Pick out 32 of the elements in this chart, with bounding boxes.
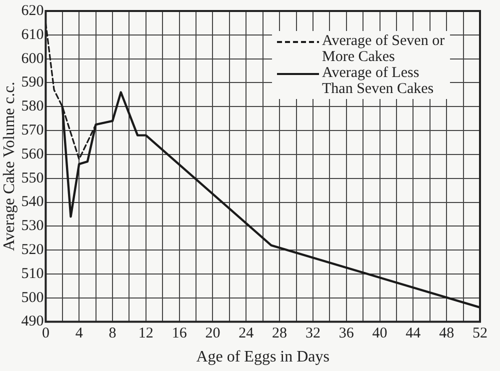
x-tick-label: 28 (272, 326, 288, 342)
x-tick-label: 4 (75, 326, 84, 342)
x-tick-label: 36 (338, 326, 354, 342)
x-tick-label: 32 (305, 326, 320, 342)
x-axis-title: Age of Eggs in Days (196, 348, 330, 366)
y-axis-title: Average Cake Volume c.c. (0, 82, 18, 252)
y-tick-label: 610 (21, 26, 44, 43)
x-tick-label: 48 (439, 326, 454, 342)
x-tick-label: 16 (172, 326, 188, 342)
y-tick-label: 570 (21, 122, 44, 138)
y-tick-label: 600 (21, 50, 44, 67)
y-tick-label: 530 (21, 218, 44, 234)
x-tick-label: 12 (138, 326, 154, 342)
x-tick-label: 24 (238, 326, 254, 342)
y-tick-label: 550 (21, 170, 44, 186)
y-tick-label: 490 (21, 314, 44, 330)
y-tick-label: 520 (21, 242, 44, 258)
x-tick-label: 52 (472, 326, 488, 342)
y-tick-label: 510 (21, 266, 44, 282)
y-tick-label: 540 (21, 194, 44, 210)
x-tick-label: 8 (108, 326, 116, 342)
y-tick-label: 500 (21, 290, 44, 306)
x-tick-label: 20 (205, 326, 220, 342)
y-tick-label: 620 (21, 2, 44, 19)
legend-label: Average of Less Than Seven Cakes (322, 65, 435, 97)
x-tick-label: 0 (42, 326, 50, 342)
y-tick-label: 590 (21, 74, 44, 91)
legend-label: Average of Seven or More Cakes (322, 33, 446, 65)
y-tick-label: 580 (21, 98, 44, 115)
x-tick-label: 44 (406, 326, 422, 342)
x-tick-label: 40 (372, 326, 388, 342)
y-tick-label: 560 (21, 146, 44, 162)
